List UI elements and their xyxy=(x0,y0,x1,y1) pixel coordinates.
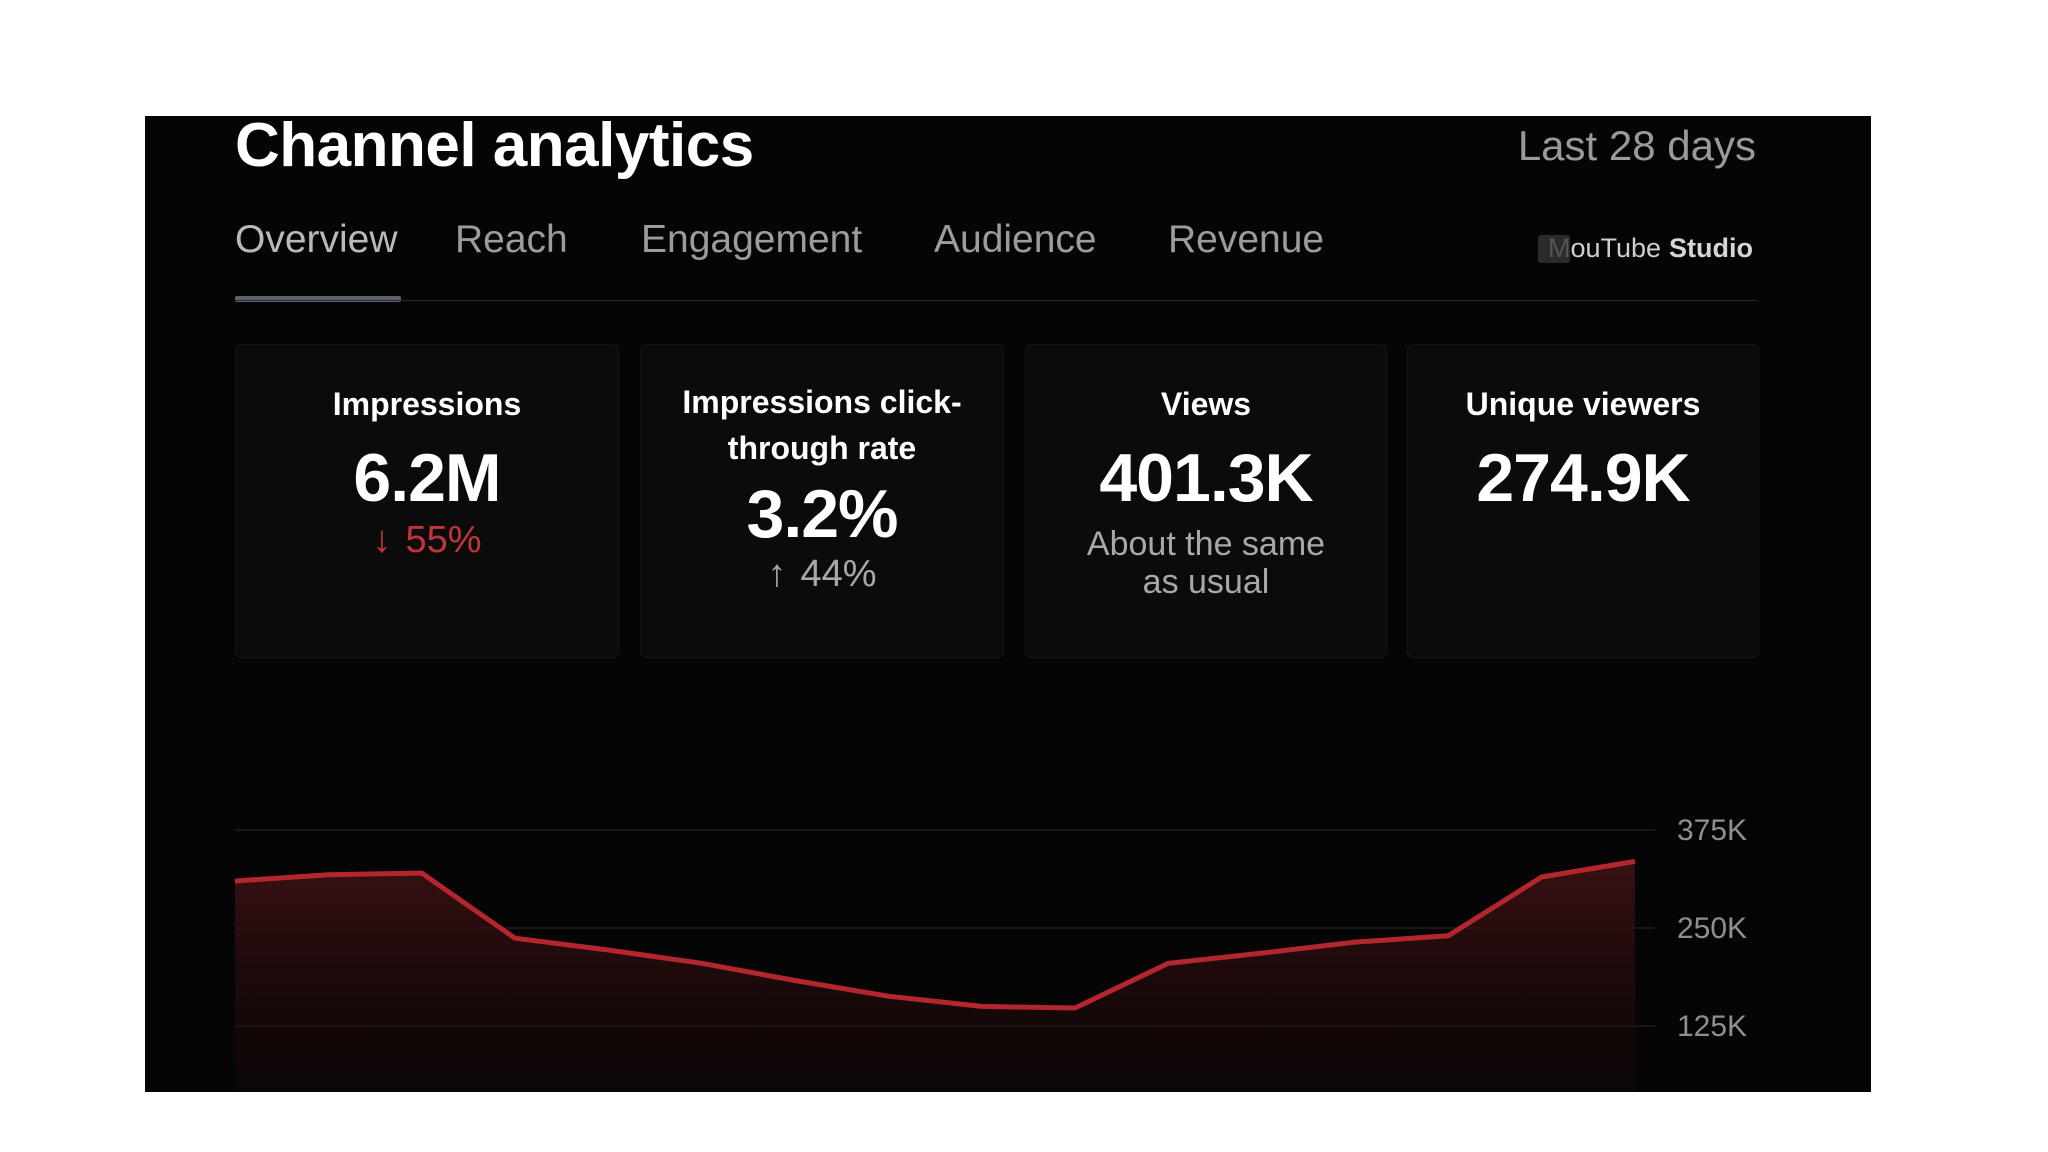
analytics-panel: Channel analytics Last 28 days Overview … xyxy=(145,116,1871,1092)
tab-engagement[interactable]: Engagement xyxy=(641,218,863,261)
views-card[interactable]: Views 401.3K About the same as usual xyxy=(1025,344,1387,658)
unique-viewers-label: Unique viewers xyxy=(1465,386,1701,422)
tab-overview[interactable]: Overview xyxy=(235,218,398,261)
y-tick-label: 125K xyxy=(1677,1010,1747,1043)
tab-audience[interactable]: Audience xyxy=(934,218,1097,261)
views-note-line1: About the same xyxy=(1086,525,1326,563)
tab-revenue[interactable]: Revenue xyxy=(1168,218,1325,261)
active-tab-indicator xyxy=(235,296,401,302)
tab-divider xyxy=(235,300,1757,301)
ctr-delta-value: 44% xyxy=(800,553,877,595)
views-value: 401.3K xyxy=(1099,440,1313,516)
y-tick-label: 375K xyxy=(1677,814,1747,847)
impressions-delta: ↓ 55% xyxy=(236,519,618,562)
tab-bar: Overview Reach Engagement Audience Reven… xyxy=(235,218,1755,282)
ctr-label-line1: Impressions click- xyxy=(682,384,962,420)
arrow-down-icon: ↓ xyxy=(372,519,392,561)
unique-viewers-card[interactable]: Unique viewers 274.9K xyxy=(1407,344,1759,658)
brand-name: ouTube xyxy=(1570,233,1662,263)
unique-viewers-value: 274.9K xyxy=(1476,440,1690,516)
impressions-label: Impressions xyxy=(332,386,522,422)
views-area-chart[interactable]: 375K250K125K0 Oct 19Oct 24Nov 6Nov 15Nov… xyxy=(145,676,1871,1092)
views-series-line xyxy=(234,858,1636,1011)
y-axis-ticks: 375K250K125K0 xyxy=(1677,814,1747,1043)
views-label: Views xyxy=(1160,386,1252,422)
ctr-card[interactable]: Impressions click- through rate 3.2% ↑ 4… xyxy=(640,344,1004,658)
ctr-label-line2: through rate xyxy=(727,430,917,466)
impressions-card[interactable]: Impressions 6.2M ↓ 55% xyxy=(235,344,619,658)
brand-logo: M ouTube Studio xyxy=(1537,233,1753,264)
y-tick-label: 250K xyxy=(1677,912,1747,945)
page-title: Channel analytics xyxy=(235,116,754,180)
tab-reach[interactable]: Reach xyxy=(455,218,568,261)
logo-letter: M xyxy=(1547,233,1571,263)
ctr-value: 3.2% xyxy=(746,476,899,552)
views-area-fill xyxy=(235,861,1635,1092)
impressions-delta-value: 55% xyxy=(405,519,482,561)
youtube-logo-icon xyxy=(1537,234,1570,263)
date-range-label[interactable]: Last 28 days xyxy=(1517,122,1756,169)
views-note-line2: as usual xyxy=(1142,563,1270,601)
ctr-delta: ↑ 44% xyxy=(641,553,1003,596)
impressions-value: 6.2M xyxy=(353,440,501,516)
brand-studio: Studio xyxy=(1669,233,1753,263)
arrow-up-icon: ↑ xyxy=(767,553,787,595)
